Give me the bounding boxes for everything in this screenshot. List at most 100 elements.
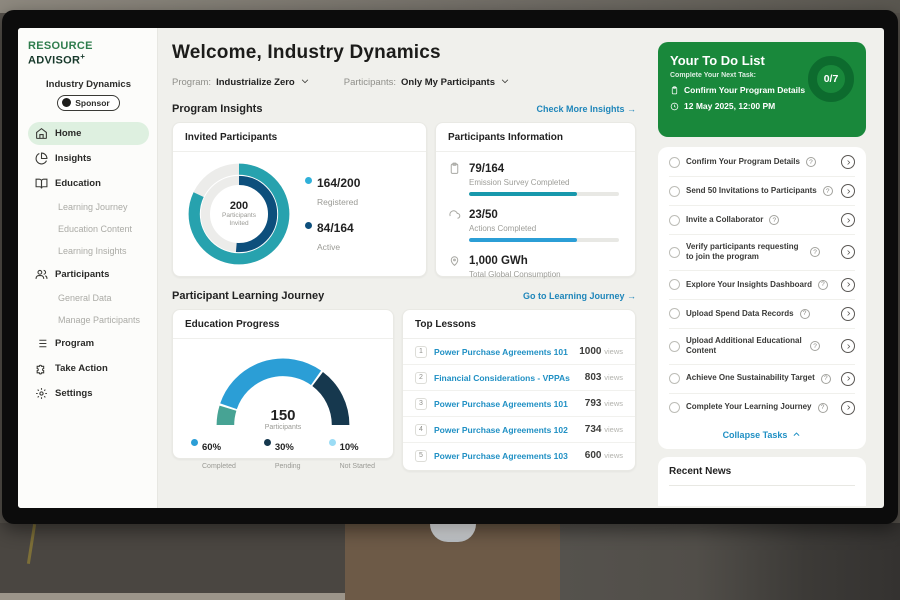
gauge-center-value: 150 xyxy=(270,407,296,424)
program-filter-label: Program: xyxy=(172,76,212,88)
task-row[interactable]: Upload Additional Educational Content ? xyxy=(669,329,855,365)
sidebar-item-education-content[interactable]: Education Content xyxy=(28,219,149,239)
task-row[interactable]: Achieve One Sustainability Target ? xyxy=(669,365,855,394)
participants-filter-label: Participants: xyxy=(343,76,397,88)
sidebar-item-label: Settings xyxy=(55,388,93,400)
chevron-down-icon xyxy=(500,73,510,91)
lesson-link[interactable]: Power Purchase Agreements 103 xyxy=(434,450,568,461)
sidebar-item-participants[interactable]: Participants xyxy=(28,263,149,286)
lesson-link[interactable]: Power Purchase Agreements 101 xyxy=(434,398,568,409)
go-to-learning-journey-link[interactable]: Go to Learning Journey → xyxy=(522,291,636,301)
emission-survey-stat: 79/164 Emission Survey Completed xyxy=(448,159,623,196)
task-checkbox-icon[interactable] xyxy=(669,308,680,320)
org-name: Industry Dynamics xyxy=(46,78,131,90)
sidebar-item-manage-participants[interactable]: Manage Participants xyxy=(28,310,149,330)
task-row[interactable]: Upload Spend Data Records ? xyxy=(669,300,855,329)
top-lessons-card: Top Lessons 1 Power Purchase Agreements … xyxy=(402,309,636,471)
todo-title: Your To Do List xyxy=(670,53,765,68)
sidebar-item-education[interactable]: Education xyxy=(28,172,149,195)
chevron-right-icon[interactable] xyxy=(841,277,855,292)
task-checkbox-icon[interactable] xyxy=(669,214,680,226)
help-icon[interactable]: ? xyxy=(817,279,828,290)
task-checkbox-icon[interactable] xyxy=(669,185,680,197)
monitor-bezel: RESOURCE ADVISOR+ Industry Dynamics Spon… xyxy=(2,10,898,524)
lesson-rank: 4 xyxy=(415,423,427,436)
sponsor-icon xyxy=(62,98,72,108)
legend-registered: 164/200 Registered xyxy=(305,174,360,210)
chevron-right-icon[interactable] xyxy=(841,339,855,354)
sidebar-item-label: Take Action xyxy=(55,363,108,375)
invited-participants-card: Invited Participants 200 xyxy=(172,122,427,277)
chevron-right-icon[interactable] xyxy=(841,371,855,386)
cable xyxy=(26,524,37,564)
task-checkbox-icon[interactable] xyxy=(669,246,680,258)
help-icon[interactable]: ? xyxy=(810,341,820,352)
education-progress-card: Education Progress 150 Participants xyxy=(172,309,394,470)
not-started-dot-icon xyxy=(328,439,336,446)
help-icon[interactable]: ? xyxy=(820,373,831,384)
chevron-right-icon[interactable] xyxy=(841,184,855,198)
chevron-right-icon[interactable] xyxy=(841,213,855,227)
arrow-right-icon: → xyxy=(627,104,636,114)
task-row[interactable]: Send 50 Invitations to Participants ? xyxy=(669,177,855,206)
task-row[interactable]: Complete Your Learning Journey ? xyxy=(669,394,855,422)
help-icon[interactable]: ? xyxy=(810,247,820,258)
sidebar-item-learning-insights[interactable]: Learning Insights xyxy=(28,241,149,261)
lesson-link[interactable]: Financial Considerations - VPPAs xyxy=(434,372,570,383)
tasks-list: Confirm Your Program Details ? Send 50 I… xyxy=(658,147,866,449)
lesson-link[interactable]: Power Purchase Agreements 102 xyxy=(434,424,568,435)
invited-donut-chart: 200 Participants Invited xyxy=(183,158,295,270)
collapse-tasks-link[interactable]: Collapse Tasks xyxy=(669,422,855,443)
actions-icon xyxy=(448,208,461,221)
todo-progress-ring: 0/7 xyxy=(808,56,854,102)
help-icon[interactable]: ? xyxy=(799,308,810,319)
sidebar-item-label: Learning Journey xyxy=(58,202,128,213)
help-icon[interactable]: ? xyxy=(817,402,828,413)
todo-due-date: 12 May 2025, 12:00 PM xyxy=(670,101,854,111)
sidebar: RESOURCE ADVISOR+ Industry Dynamics Spon… xyxy=(18,28,158,508)
chevron-right-icon[interactable] xyxy=(841,306,855,321)
task-checkbox-icon[interactable] xyxy=(669,402,680,414)
task-row[interactable]: Explore Your Insights Dashboard ? xyxy=(669,271,855,300)
help-icon[interactable]: ? xyxy=(805,157,816,167)
chevron-right-icon[interactable] xyxy=(841,155,855,169)
task-row[interactable]: Confirm Your Program Details ? xyxy=(669,148,855,177)
active-dot-icon xyxy=(305,221,312,229)
sidebar-item-label: Home xyxy=(55,128,82,140)
legend-pending: 30% Pending xyxy=(263,437,301,473)
sidebar-item-take-action[interactable]: Take Action xyxy=(28,357,149,380)
list-icon xyxy=(35,337,48,350)
sidebar-item-insights[interactable]: Insights xyxy=(28,147,149,170)
task-checkbox-icon[interactable] xyxy=(669,156,680,168)
task-row[interactable]: Verify participants requesting to join t… xyxy=(669,235,855,271)
participants-filter-dropdown[interactable]: Participants: Only My Participants xyxy=(344,73,510,91)
sidebar-item-program[interactable]: Program xyxy=(28,332,149,355)
monitor-stand xyxy=(430,524,476,542)
help-icon[interactable]: ? xyxy=(822,186,833,196)
card-title: Participants Information xyxy=(436,123,635,152)
chevron-right-icon[interactable] xyxy=(841,245,855,260)
sidebar-item-learning-journey[interactable]: Learning Journey xyxy=(28,197,149,217)
sidebar-item-home[interactable]: Home xyxy=(28,122,149,146)
sidebar-item-settings[interactable]: Settings xyxy=(28,382,149,405)
survey-icon xyxy=(448,162,461,175)
logo-plus: + xyxy=(80,52,86,61)
lesson-link[interactable]: Power Purchase Agreements 101 xyxy=(434,346,568,357)
task-checkbox-icon[interactable] xyxy=(669,279,680,291)
program-filter-value: Industrialize Zero xyxy=(216,76,295,88)
participants-icon xyxy=(35,268,48,281)
participants-information-card: Participants Information 79/164 Emission… xyxy=(435,122,636,279)
sidebar-item-general-data[interactable]: General Data xyxy=(28,288,149,308)
help-icon[interactable]: ? xyxy=(769,215,780,225)
recent-news-card: Recent News xyxy=(658,456,866,506)
chevron-right-icon[interactable] xyxy=(841,400,855,415)
task-checkbox-icon[interactable] xyxy=(669,340,680,352)
task-row[interactable]: Invite a Collaborator ? xyxy=(669,206,855,235)
program-filter-dropdown[interactable]: Program: Industrialize Zero xyxy=(172,73,310,91)
check-more-insights-link[interactable]: Check More Insights → xyxy=(536,104,636,114)
gauge-center-label: Participants xyxy=(264,424,302,431)
task-checkbox-icon[interactable] xyxy=(669,373,680,385)
sponsor-badge[interactable]: Sponsor xyxy=(57,94,120,111)
sponsor-badge-label: Sponsor xyxy=(75,97,110,108)
donut-center-label: Participants xyxy=(222,211,256,219)
